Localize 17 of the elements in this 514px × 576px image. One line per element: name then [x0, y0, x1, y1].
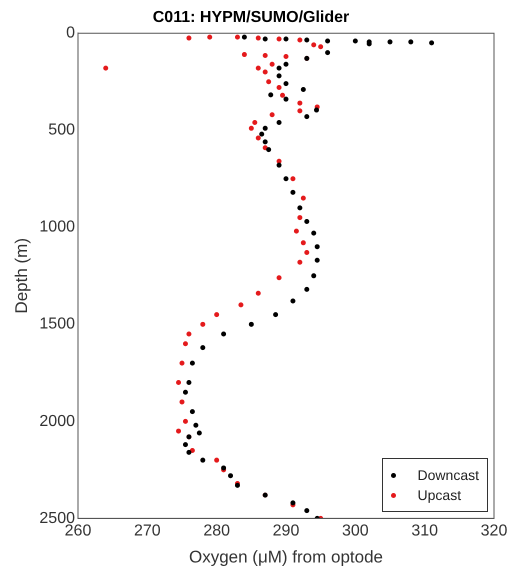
- x-tick-label: 300: [342, 522, 369, 540]
- y-tick-label: 1500: [39, 316, 76, 333]
- x-tick-label: 260: [64, 522, 92, 540]
- y-tick-label: 1000: [39, 218, 76, 236]
- chart-title: C011: HYPM/SUMO/Glider: [152, 9, 350, 26]
- legend-label: Downcast: [418, 467, 479, 484]
- x-tick-label: 280: [203, 522, 230, 540]
- x-tick-label: 270: [134, 522, 161, 540]
- y-tick-label: 2000: [39, 412, 76, 430]
- x-tick-label: 310: [411, 522, 438, 540]
- y-tick-label: 0: [66, 24, 76, 42]
- x-axis-title: Oxygen (μM) from optode: [188, 547, 384, 566]
- y-tick-label: 500: [48, 122, 76, 139]
- y-axis-title: Depth (m): [12, 238, 31, 314]
- legend-label: Upcast: [418, 487, 462, 504]
- x-tick-label: 320: [480, 522, 508, 540]
- x-tick-label: 290: [272, 522, 300, 540]
